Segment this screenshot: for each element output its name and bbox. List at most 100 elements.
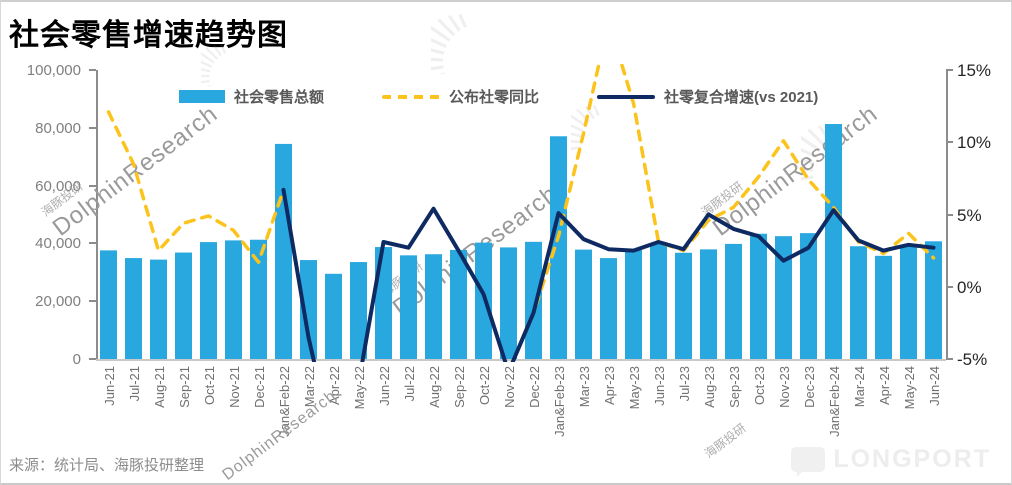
x-axis-label: Jul-22 [401,366,417,402]
retail-total-bar [450,249,467,359]
retail-total-bar [325,273,342,359]
x-axis-label: Nov-23 [776,366,792,408]
compound-growth-line [281,187,936,362]
x-axis-label: Jul-21 [126,366,142,402]
retail-total-bar [375,247,392,359]
retail-total-bar [800,233,817,359]
retail-total-bar [925,241,942,359]
source-note: 来源：统计局、海豚投研整理 [9,457,205,474]
retail-total-bar [225,240,242,359]
x-axis-label: Jun-22 [376,366,392,406]
right-axis-tick-label: 15% [957,61,992,80]
dolphin-watermark: DolphinResearch [219,387,340,484]
retail-total-bar [525,241,542,359]
retail-total-bar [600,258,617,359]
left-axis-tick [89,358,96,360]
left-axis-tick [89,184,96,187]
x-axis-label: Apr-24 [876,366,892,406]
x-axis-label: Jan&Feb-24 [826,366,842,437]
retail-total-bar [725,243,742,359]
retail-total-bar [200,242,217,359]
left-axis-tick-label: 20,000 [35,293,81,311]
retail-total-bar [425,254,442,359]
retail-total-bar [350,262,367,359]
x-axis-label: Nov-21 [226,366,242,408]
left-axis-tick [89,69,96,71]
x-axis-label: Sep-21 [176,366,192,408]
x-axis-label: Mar-24 [851,366,867,408]
x-axis-label: Aug-22 [426,366,442,408]
compound-line-swatch [597,94,656,99]
x-axis-label: Dec-23 [801,366,817,408]
x-axis-label: Sep-22 [451,366,467,408]
left-axis-tick [89,126,96,129]
legend-item-retail-total: 社会零售总额 [179,86,324,107]
x-axis-label: Jan&Feb-22 [276,366,292,437]
retail-total-bar [275,143,292,359]
left-axis-tick-label: 40,000 [35,235,81,253]
longport-logo-text: LONGPORT [833,445,991,473]
x-axis-label: May-23 [626,366,642,410]
legend-item-compound: 社零复合增速(vs 2021) [597,86,818,107]
x-axis-label: Jun-24 [926,366,942,406]
right-axis-tick-label: 10% [957,133,992,153]
x-axis-label: Sep-23 [726,366,742,408]
x-axis-label: Apr-22 [326,366,342,406]
retail-total-bar [500,247,517,359]
chart-title: 社会零售增速趋势图 [9,19,288,52]
x-axis-label: Oct-23 [751,366,767,406]
x-axis-label: Oct-21 [201,366,217,406]
retail-total-bar [100,250,117,359]
retail-total-bar [900,245,917,359]
x-axis-label: Aug-21 [151,366,167,408]
x-axis-label: Aug-23 [701,366,717,408]
retail-total-bar [650,243,667,359]
x-axis-label: May-22 [351,366,367,410]
retail-total-bar [675,252,692,359]
retail-total-bar [175,252,192,359]
retail-total-bar [875,255,892,359]
x-axis-label: Mar-22 [301,366,317,408]
retail-total-bar [775,236,792,359]
retail-total-bar [850,246,867,359]
retail-total-bar [150,259,167,359]
retail-total-bar [250,239,267,359]
retail-total-bar [400,255,417,359]
legend-item-yoy: 公布社零同比 [382,86,539,107]
right-axis-tick [946,285,953,288]
right-axis-tick-label: 5% [957,205,982,225]
chart-legend: 社会零售总额 公布社零同比 社零复合增速(vs 2021) [179,86,818,107]
x-axis-label: Nov-22 [501,366,517,408]
right-axis-tick [946,213,953,216]
x-axis-label: Jun-21 [101,366,117,406]
x-axis-label: Jan&Feb-23 [551,366,567,437]
left-axis-tick-label: 0 [72,351,81,368]
x-axis-label: Mar-23 [576,366,592,408]
x-axis-label: Oct-22 [476,366,492,406]
retail-total-bar [750,233,767,359]
x-axis-label: Dec-21 [251,366,267,408]
retail-total-bar [300,260,317,359]
legend-label-compound: 社零复合增速(vs 2021) [664,89,819,106]
yoy-line [106,64,936,362]
retail-total-bar [550,136,567,359]
x-axis-label: Apr-23 [601,366,617,406]
left-axis-tick [89,242,96,245]
left-axis-line [96,70,98,360]
right-axis-tick [946,141,953,144]
retail-total-bar [825,124,842,359]
retail-total-bar [625,249,642,359]
left-axis-tick-label: 100,000 [26,62,81,79]
legend-label-yoy: 公布社零同比 [449,89,540,106]
x-axis-label: Jul-23 [676,366,692,402]
x-axis-label: Jun-23 [651,366,667,406]
legend-label-retail-total: 社会零售总额 [234,89,325,106]
longport-logo: LONGPORT [791,445,991,477]
retail-total-bar [475,242,492,359]
retail-total-bar [700,249,717,359]
yoy-line-swatch [382,94,441,99]
left-axis-tick [89,300,96,303]
retail-total-bar [575,249,592,359]
x-axis-label: May-24 [901,366,917,410]
